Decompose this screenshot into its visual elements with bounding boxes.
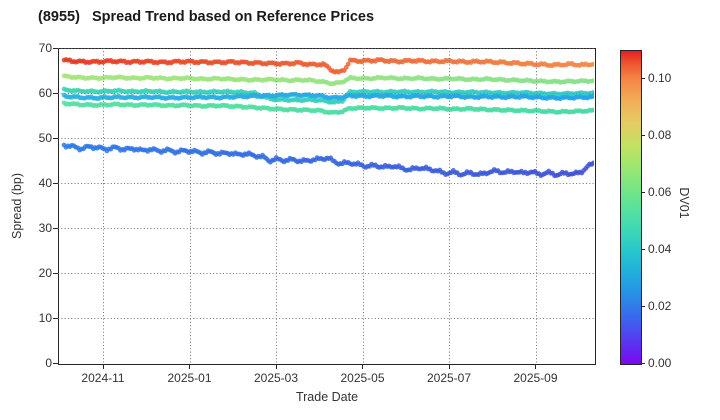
x-tick-label: 2025-03 (253, 371, 299, 385)
x-tick-label: 2025-05 (340, 371, 385, 385)
x-tick-label: 2025-01 (167, 371, 212, 385)
y-tick-label: 0 (45, 356, 52, 370)
y-tick-label: 30 (38, 221, 52, 235)
x-tick-mark (189, 364, 190, 369)
y-tick-label: 10 (38, 311, 52, 325)
y-tick-label: 20 (38, 266, 52, 280)
colorbar-tick-label: 0.00 (648, 356, 672, 370)
y-tick-mark (53, 182, 58, 184)
x-tick-mark (362, 364, 363, 369)
colorbar-tick-label: 0.02 (648, 299, 672, 314)
colorbar-tick-label: 0.06 (648, 185, 672, 200)
x-tick-label: 2025-09 (513, 371, 558, 385)
colorbar-tick-mark (641, 77, 645, 79)
x-tick-mark (102, 364, 104, 369)
colorbar-gradient (620, 50, 642, 365)
x-tick-label: 2024-11 (81, 371, 125, 385)
y-tick-mark (53, 317, 58, 319)
colorbar-tick-mark (641, 191, 645, 193)
colorbar-tick-label: 0.10 (648, 71, 672, 86)
y-tick-mark (53, 137, 58, 139)
x-tick-mark (535, 364, 536, 369)
colorbar-label: DV01 (677, 187, 691, 219)
y-tick-label: 70 (38, 41, 52, 55)
y-tick-mark (53, 227, 58, 229)
x-tick-mark (275, 364, 277, 369)
y-tick-mark (53, 272, 58, 274)
y-tick-label: 50 (38, 131, 52, 145)
colorbar-tick-mark (641, 305, 645, 307)
y-tick-label: 40 (38, 176, 52, 190)
colorbar-tick-label: 0.08 (648, 128, 672, 143)
chart-title: (8955) Spread Trend based on Reference P… (38, 9, 375, 25)
colorbar-tick-mark (641, 362, 645, 364)
y-tick-label: 60 (38, 86, 52, 100)
y-tick-mark (53, 92, 58, 94)
colorbar-tick-label: 0.04 (648, 242, 672, 257)
colorbar-tick-mark (641, 134, 645, 136)
y-axis-label: Spread (bp) (10, 173, 24, 240)
x-tick-mark (448, 364, 450, 369)
plot-area (58, 48, 594, 363)
x-axis-label: Trade Date (295, 390, 359, 404)
y-tick-mark (53, 47, 58, 49)
y-tick-mark (53, 362, 58, 364)
x-tick-label: 2025-07 (426, 371, 472, 385)
colorbar-tick-mark (641, 248, 645, 250)
